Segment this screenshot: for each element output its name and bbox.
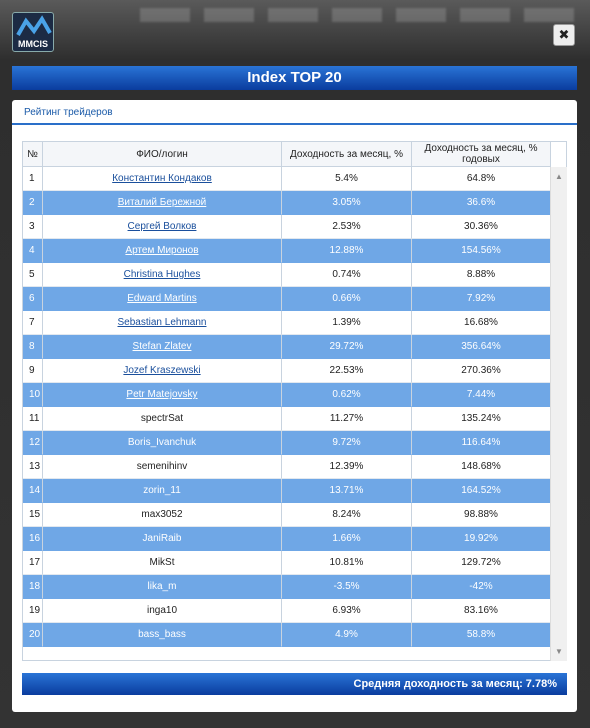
table-cell: 4 xyxy=(23,239,43,263)
table-cell: 83.16% xyxy=(412,599,551,623)
trader-name[interactable]: Petr Matejovsky xyxy=(43,383,282,407)
column-header: ФИО/логин xyxy=(43,142,282,167)
table-cell: 16 xyxy=(23,527,43,551)
table-cell: 4.9% xyxy=(282,623,412,647)
table-cell: 129.72% xyxy=(412,551,551,575)
table-cell: 10.81% xyxy=(282,551,412,575)
table-cell: 16.68% xyxy=(412,311,551,335)
table-cell: 9 xyxy=(23,359,43,383)
trader-name[interactable]: Edward Martins xyxy=(43,287,282,311)
table-cell: 1.39% xyxy=(282,311,412,335)
blurred-nav xyxy=(140,8,580,22)
table-cell: 2 xyxy=(23,191,43,215)
trader-name: semenihinv xyxy=(43,455,282,479)
table-cell: 0.62% xyxy=(282,383,412,407)
table-cell: 0.74% xyxy=(282,263,412,287)
table-cell: 2.53% xyxy=(282,215,412,239)
table-cell: 11 xyxy=(23,407,43,431)
scroll-up[interactable]: ▲ xyxy=(555,172,563,181)
scroll-down[interactable]: ▼ xyxy=(555,647,563,656)
logo[interactable]: MMCIS xyxy=(12,12,54,52)
table-cell: 5 xyxy=(23,263,43,287)
table-cell: 6.93% xyxy=(282,599,412,623)
table-cell: 148.68% xyxy=(412,455,551,479)
table-cell: 12 xyxy=(23,431,43,455)
trader-name: MikSt xyxy=(43,551,282,575)
trader-name[interactable]: Christina Hughes xyxy=(43,263,282,287)
table-cell: 14 xyxy=(23,479,43,503)
trader-name: inga10 xyxy=(43,599,282,623)
table-cell: 12.88% xyxy=(282,239,412,263)
column-header: Доходность за месяц, % годовых xyxy=(412,142,551,167)
column-header: Доходность за месяц, % xyxy=(282,142,412,167)
table-cell: 1.66% xyxy=(282,527,412,551)
table-cell: 11.27% xyxy=(282,407,412,431)
panel-title: Рейтинг трейдеров xyxy=(24,107,113,118)
table-cell: -42% xyxy=(412,575,551,599)
table-cell: 58.8% xyxy=(412,623,551,647)
table-cell: 8 xyxy=(23,335,43,359)
header-bar: Index TOP 20 xyxy=(12,66,577,90)
table-cell: 3 xyxy=(23,215,43,239)
table-cell: 12.39% xyxy=(282,455,412,479)
table-cell: 270.36% xyxy=(412,359,551,383)
trader-name[interactable]: Jozef Kraszewski xyxy=(43,359,282,383)
table-cell: 19.92% xyxy=(412,527,551,551)
table-cell: 5.4% xyxy=(282,167,412,191)
trader-name: spectrSat xyxy=(43,407,282,431)
table-cell: 36.6% xyxy=(412,191,551,215)
table-cell: 3.05% xyxy=(282,191,412,215)
trader-name[interactable]: Виталий Бережной xyxy=(43,191,282,215)
table-cell: 356.64% xyxy=(412,335,551,359)
logo-icon xyxy=(16,15,52,36)
trader-name: JaniRaib xyxy=(43,527,282,551)
table-cell: 19 xyxy=(23,599,43,623)
table-cell: 154.56% xyxy=(412,239,551,263)
table-cell: 18 xyxy=(23,575,43,599)
table-cell: 135.24% xyxy=(412,407,551,431)
table-cell: 22.53% xyxy=(282,359,412,383)
table-cell: 64.8% xyxy=(412,167,551,191)
trader-name[interactable]: Артем Миронов xyxy=(43,239,282,263)
table-cell: -3.5% xyxy=(282,575,412,599)
scrollbar[interactable]: ▲ ▼ xyxy=(550,167,567,661)
trader-name: max3052 xyxy=(43,503,282,527)
trader-name: Boris_Ivanchuk xyxy=(43,431,282,455)
table-cell: 116.64% xyxy=(412,431,551,455)
table-cell: 0.66% xyxy=(282,287,412,311)
table-cell: 7 xyxy=(23,311,43,335)
table-cell: 17 xyxy=(23,551,43,575)
table-cell: 13 xyxy=(23,455,43,479)
trader-name: bass_bass xyxy=(43,623,282,647)
table: № ФИО/логин Доходность за месяц, % Доходнос… xyxy=(22,141,567,661)
column-header: № xyxy=(23,142,43,167)
trader-name[interactable]: Stefan Zlatev xyxy=(43,335,282,359)
trader-name: zorin_11 xyxy=(43,479,282,503)
table-cell: 1 xyxy=(23,167,43,191)
divider xyxy=(12,123,577,125)
table-cell: 15 xyxy=(23,503,43,527)
table-cell: 29.72% xyxy=(282,335,412,359)
table-cell: 98.88% xyxy=(412,503,551,527)
trader-name: lika_m xyxy=(43,575,282,599)
table-cell: 7.92% xyxy=(412,287,551,311)
table-cell: 13.71% xyxy=(282,479,412,503)
footer-bar: Средняя доходность за месяц: 7.78% xyxy=(22,673,567,695)
table-cell: 6 xyxy=(23,287,43,311)
table-cell: 30.36% xyxy=(412,215,551,239)
table-cell: 9.72% xyxy=(282,431,412,455)
table-cell: 164.52% xyxy=(412,479,551,503)
table-cell: 20 xyxy=(23,623,43,647)
close-button[interactable]: ✖ xyxy=(553,24,575,46)
trader-name[interactable]: Sebastian Lehmann xyxy=(43,311,282,335)
table-cell: 7.44% xyxy=(412,383,551,407)
table-cell: 10 xyxy=(23,383,43,407)
logo-text: MMCIS xyxy=(18,39,48,49)
trader-name[interactable]: Сергей Волков xyxy=(43,215,282,239)
table-cell: 8.24% xyxy=(282,503,412,527)
trader-name[interactable]: Константин Кондаков xyxy=(43,167,282,191)
table-cell: 8.88% xyxy=(412,263,551,287)
